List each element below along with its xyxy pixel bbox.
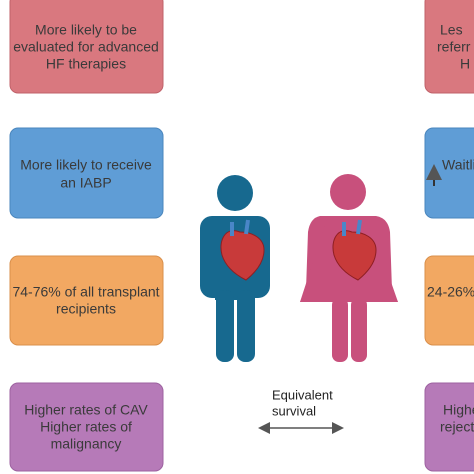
box-text: referr: [437, 39, 471, 55]
heart-male: [220, 219, 265, 281]
center-text: survival: [272, 403, 316, 418]
box-text: Highe: [443, 402, 474, 418]
box-text: More likely to be: [35, 22, 137, 38]
box-text: 24-26%: [427, 284, 474, 300]
box-red: [424, 0, 474, 94]
box-blue: [9, 127, 164, 219]
box-text: an IABP: [60, 175, 111, 191]
box-purple: [9, 382, 164, 472]
box-text: Higher rates of CAV: [24, 402, 148, 418]
box-text: Higher rates of: [40, 419, 132, 435]
box-blue: [424, 127, 474, 219]
box-text: H: [460, 56, 470, 72]
box-text: Waitli: [442, 157, 474, 173]
heart-female: [332, 219, 377, 281]
box-red: [9, 0, 164, 94]
box-orange: [424, 255, 474, 346]
box-text: 74-76% of all transplant: [12, 284, 159, 300]
box-text: HF therapies: [46, 56, 126, 72]
box-purple: [424, 382, 474, 472]
box-text: malignancy: [51, 436, 122, 452]
box-text: recipients: [56, 301, 116, 317]
box-text: Les: [440, 22, 463, 38]
box-text: evaluated for advanced: [13, 39, 159, 55]
box-text: reject: [440, 419, 474, 435]
box-orange: [9, 255, 164, 346]
box-text: More likely to receive: [20, 157, 152, 173]
center-text: Equivalent: [272, 387, 333, 402]
